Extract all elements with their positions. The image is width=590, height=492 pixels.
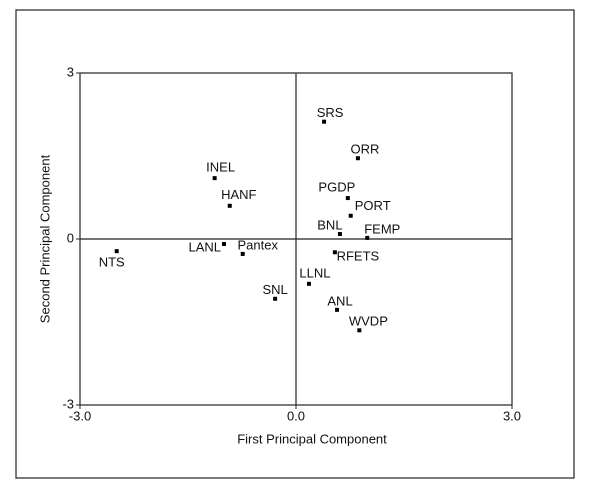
y-axis-title: Second Principal Component <box>37 154 52 323</box>
point-label: NTS <box>99 255 125 270</box>
point <box>273 296 278 301</box>
point-label: LLNL <box>299 265 330 280</box>
y-tick-label: -3 <box>62 396 74 411</box>
point-label: BNL <box>317 217 342 232</box>
y-tick-label: 3 <box>67 64 74 79</box>
point-label: LANL <box>188 239 221 254</box>
point-label: ORR <box>350 142 379 157</box>
x-tick-label: 0.0 <box>287 408 305 423</box>
point <box>114 249 119 254</box>
point <box>322 119 327 124</box>
point <box>348 213 353 218</box>
point <box>337 232 342 237</box>
point-label: FEMP <box>364 221 400 236</box>
point-label: SNL <box>262 282 287 297</box>
x-axis-title: First Principal Component <box>237 431 387 446</box>
point <box>212 176 217 181</box>
point <box>335 307 340 312</box>
point <box>365 235 370 240</box>
point <box>355 156 360 161</box>
point <box>240 251 245 256</box>
point <box>345 196 350 201</box>
point-label: SRS <box>317 105 344 120</box>
x-tick-label: 3.0 <box>503 408 521 423</box>
point-label: HANF <box>221 187 256 202</box>
point-label: Pantex <box>237 237 278 252</box>
point <box>222 241 226 246</box>
point <box>332 250 337 255</box>
point-label: PORT <box>355 198 391 213</box>
frame <box>15 9 575 479</box>
x-tick-label: -3.0 <box>69 408 91 423</box>
point <box>357 328 362 333</box>
point <box>227 203 232 208</box>
point-label: PGDP <box>318 179 355 194</box>
point-label: ANL <box>327 293 352 308</box>
point-label: WVDP <box>349 314 388 329</box>
point <box>306 281 311 286</box>
point-label: RFETS <box>337 249 380 264</box>
point-label: INEL <box>206 160 235 175</box>
y-tick-label: 0 <box>67 230 74 245</box>
